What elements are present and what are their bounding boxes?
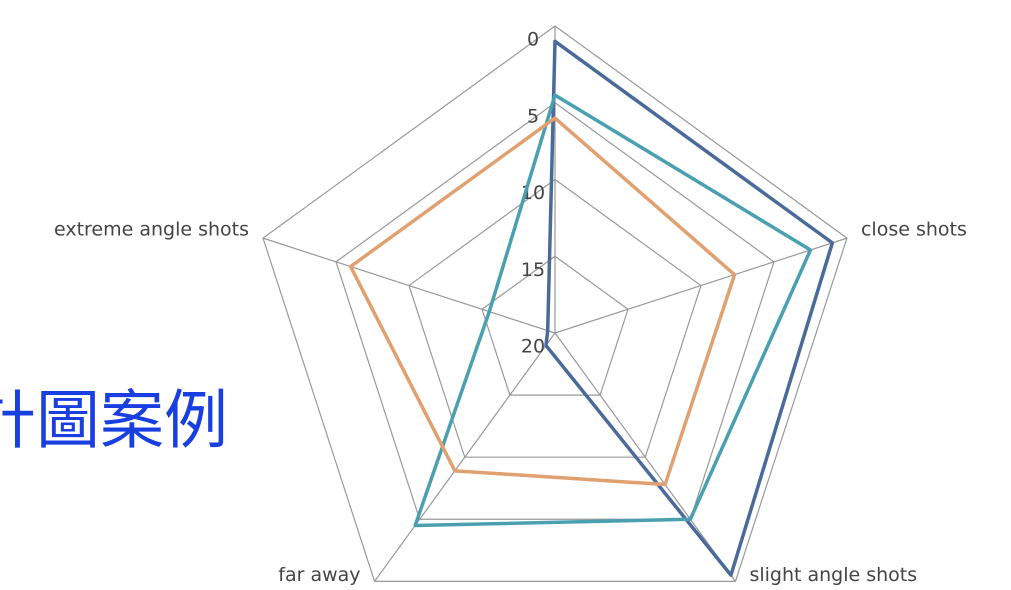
category-label: far away [278, 564, 360, 586]
spoke [554, 237, 848, 334]
grid-ring [262, 25, 848, 582]
category-label: extreme angle shots [54, 219, 249, 241]
tick-label: 5 [527, 105, 539, 127]
spoke [262, 237, 556, 334]
spoke [554, 332, 736, 582]
heading: 計圖案例 [0, 385, 228, 459]
tick-label: 0 [527, 29, 539, 51]
tick-label: 15 [521, 259, 545, 281]
grid-ring [335, 102, 775, 520]
series-line [544, 39, 835, 577]
series-line [348, 116, 737, 487]
tick-label: 20 [521, 336, 545, 358]
grid-ring [408, 178, 702, 458]
series-line [413, 93, 813, 528]
spoke [374, 332, 556, 582]
category-label: slight angle shots [749, 564, 917, 586]
category-label: close shots [861, 219, 967, 241]
